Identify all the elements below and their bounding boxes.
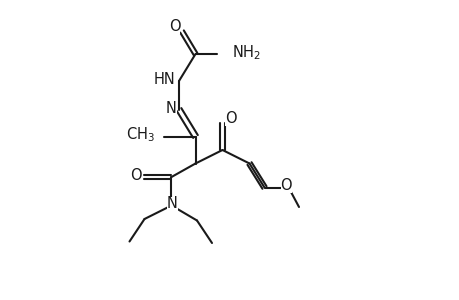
Text: HN: HN <box>153 72 175 87</box>
Text: O: O <box>168 19 180 34</box>
Text: O: O <box>130 168 142 183</box>
Text: CH$_3$: CH$_3$ <box>126 126 155 144</box>
Text: N: N <box>167 196 178 211</box>
Text: N: N <box>166 101 177 116</box>
Text: NH$_2$: NH$_2$ <box>231 43 260 62</box>
Text: O: O <box>280 178 291 193</box>
Text: O: O <box>224 111 236 126</box>
